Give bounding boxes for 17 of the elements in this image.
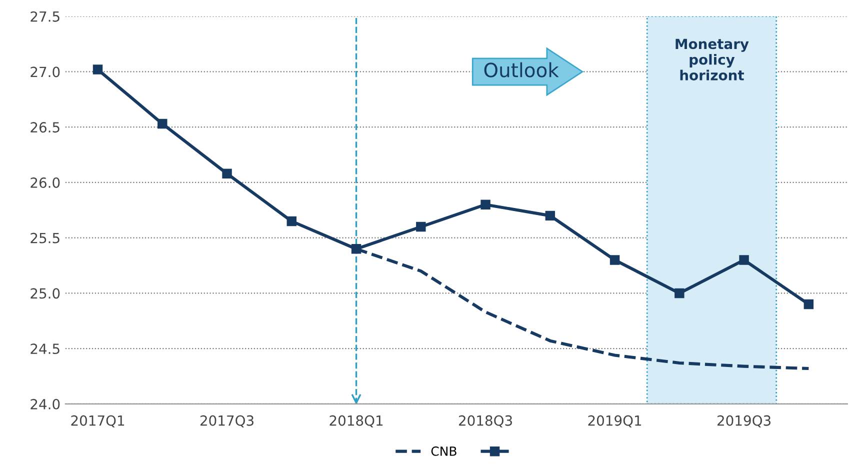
y-tick-label: 27.5 bbox=[30, 11, 60, 22]
x-tick-label: 2017Q1 bbox=[71, 415, 124, 428]
x-tick-label: 2019Q1 bbox=[588, 415, 642, 428]
legend-label: CNB bbox=[431, 446, 456, 456]
y-tick-label: 27.0 bbox=[30, 66, 60, 78]
annotation: Monetary policy horizont bbox=[676, 38, 749, 80]
x-tick-label: 2018Q3 bbox=[458, 415, 512, 428]
y-tick-label: 24.5 bbox=[30, 344, 60, 354]
y-tick-label: 24.0 bbox=[30, 398, 60, 410]
y-tick-label: 26.0 bbox=[30, 177, 60, 188]
annotation: Outlook bbox=[484, 62, 559, 78]
y-tick-label: 25.5 bbox=[30, 232, 60, 244]
x-tick-label: 2017Q3 bbox=[200, 415, 254, 428]
y-tick-label: 26.5 bbox=[30, 122, 60, 133]
y-tick-label: 25.0 bbox=[30, 288, 60, 299]
x-tick-label: 2018Q1 bbox=[330, 415, 383, 428]
x-tick-label: 2019Q3 bbox=[718, 415, 770, 428]
